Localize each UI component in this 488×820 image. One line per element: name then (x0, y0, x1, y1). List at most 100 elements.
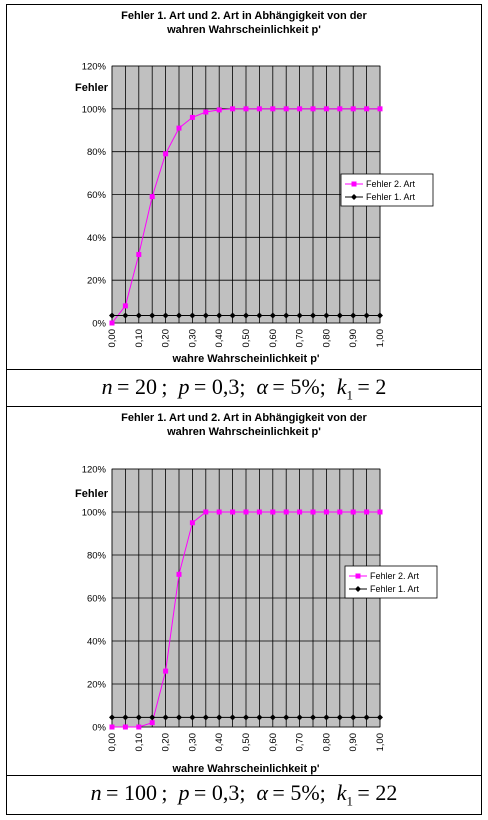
y-tick-label: 0% (92, 319, 106, 330)
data-point-square (230, 509, 236, 515)
data-point-square (149, 720, 155, 726)
data-point-diamond (296, 714, 303, 721)
data-point-square (283, 509, 289, 515)
data-point-square (310, 509, 316, 515)
data-point-square (163, 668, 169, 674)
data-point-diamond (149, 312, 156, 319)
data-point-diamond (350, 312, 357, 319)
x-tick-label: 0,90 (348, 329, 359, 348)
data-point-diamond (363, 312, 370, 319)
data-point-square (243, 106, 249, 112)
data-point-square (176, 571, 182, 577)
x-tick-label: 0,50 (241, 329, 252, 348)
y-tick-label: 20% (87, 680, 107, 691)
chart-title: wahren Wahrscheinlichkeit p' (166, 24, 321, 36)
caption-n: 100 (123, 780, 157, 805)
data-point-diamond (216, 714, 223, 721)
legend-label: Fehler 1. Art (370, 584, 420, 594)
chart-panel-2: Fehler 1. Art und 2. Art in Abhängigkeit… (6, 406, 482, 776)
data-point-diamond (229, 312, 236, 319)
x-axis-label: wahre Wahrscheinlichkeit p' (171, 763, 319, 775)
y-tick-label: 100% (82, 508, 107, 519)
caption-alpha: 5% (290, 780, 320, 805)
data-point-square (163, 151, 169, 157)
data-point-diamond (310, 714, 316, 721)
data-point-diamond (122, 714, 129, 721)
legend-marker (355, 573, 361, 579)
data-point-square (136, 251, 142, 257)
legend: Fehler 2. Art Fehler 1. Art (340, 173, 434, 207)
data-point-square (377, 106, 383, 112)
x-tick-label: 0,00 (107, 733, 118, 752)
x-tick-label: 0,40 (214, 733, 225, 752)
data-point-diamond (323, 312, 330, 319)
y-tick-label: 60% (87, 594, 107, 605)
data-point-square (122, 724, 128, 730)
y-tick-label: 80% (87, 147, 107, 158)
data-point-diamond (269, 312, 276, 319)
data-point-square (256, 106, 262, 112)
data-point-square (189, 114, 195, 120)
data-point-square (109, 320, 115, 326)
data-point-square (136, 724, 142, 730)
y-tick-label: 40% (87, 233, 107, 244)
chart-1: Fehler 1. Art und 2. Art in Abhängigkeit… (75, 10, 434, 365)
x-tick-label: 0,80 (321, 733, 332, 752)
x-tick-label: 0,00 (107, 329, 118, 348)
data-point-diamond (109, 714, 115, 721)
x-tick-label: 1,00 (375, 733, 386, 752)
data-point-diamond (296, 312, 303, 319)
data-point-diamond (243, 714, 249, 721)
data-point-diamond (256, 312, 263, 319)
data-point-square (230, 106, 236, 112)
y-tick-label: 80% (87, 551, 107, 562)
caption-2: n = 100 ; p = 0,3; α = 5%; k1 = 22 (6, 775, 482, 815)
caption-k1: 22 (375, 780, 398, 805)
data-point-diamond (162, 714, 169, 721)
data-point-diamond (336, 714, 343, 721)
data-point-diamond (189, 312, 196, 319)
data-point-diamond (162, 312, 169, 319)
x-tick-label: 0,40 (214, 329, 225, 348)
data-point-diamond (256, 714, 263, 721)
caption-k1: 2 (375, 374, 387, 399)
x-tick-label: 1,00 (375, 329, 386, 348)
data-point-square (189, 520, 195, 526)
data-point-square (243, 509, 249, 515)
x-tick-label: 0,90 (348, 733, 359, 752)
legend-label: Fehler 2. Art (366, 179, 416, 189)
caption-1: n = 20 ; p = 0,3; α = 5%; k1 = 2 (6, 369, 482, 407)
data-point-square (364, 106, 370, 112)
legend-box (340, 173, 434, 207)
y-tick-label: 120% (82, 465, 107, 476)
x-tick-label: 0,60 (268, 329, 279, 348)
series-fehler-2-art (109, 106, 383, 326)
caption-n: 20 (134, 374, 157, 399)
data-point-square (256, 509, 262, 515)
data-point-diamond (202, 312, 209, 319)
data-point-square (270, 106, 276, 112)
data-point-square (323, 509, 329, 515)
x-tick-label: 0,80 (321, 329, 332, 348)
data-point-square (176, 125, 182, 131)
data-point-diamond (377, 312, 383, 319)
data-point-diamond (350, 714, 357, 721)
y-tick-label: 40% (87, 637, 107, 648)
chart-panel-1: Fehler 1. Art und 2. Art in Abhängigkeit… (6, 4, 482, 370)
data-point-square (203, 109, 209, 115)
data-point-diamond (283, 312, 290, 319)
caption-p: 0,3 (211, 374, 240, 399)
data-point-square (216, 509, 222, 515)
data-point-diamond (189, 714, 196, 721)
data-point-diamond (135, 714, 142, 721)
data-point-diamond (377, 714, 383, 721)
chart-title: Fehler 1. Art und 2. Art in Abhängigkeit… (121, 10, 367, 22)
y-axis-label: Fehler (75, 82, 109, 94)
x-tick-label: 0,60 (268, 733, 279, 752)
legend-label: Fehler 2. Art (370, 571, 420, 581)
x-tick-label: 0,10 (134, 329, 145, 348)
data-point-diamond (216, 312, 223, 319)
data-point-square (337, 106, 343, 112)
data-point-diamond (202, 714, 209, 721)
x-tick-label: 0,20 (161, 733, 172, 752)
